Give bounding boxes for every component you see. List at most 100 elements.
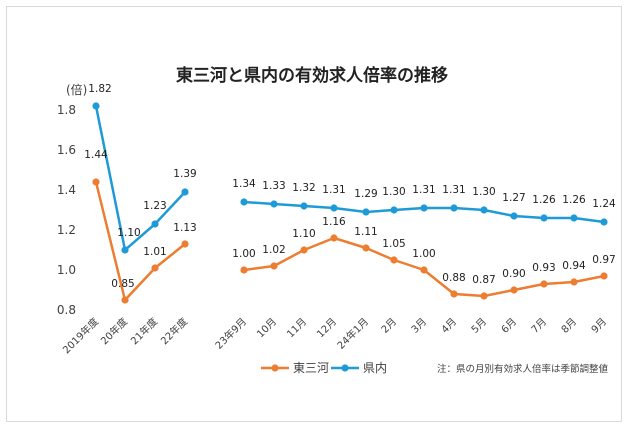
x-tick-label: 23年9月 bbox=[212, 315, 249, 352]
data-point-higashimikawa bbox=[390, 256, 398, 264]
x-tick-label: 20年度 bbox=[98, 315, 130, 347]
y-tick-label: 1.6 bbox=[57, 143, 76, 157]
y-axis-ticks: 0.8 1.0 1.2 1.4 1.6 1.8 bbox=[57, 103, 76, 317]
chart-title: 東三河と県内の有効求人倍率の推移 bbox=[176, 65, 448, 86]
data-point-higashimikawa bbox=[151, 264, 159, 272]
data-label-higashimikawa: 1.02 bbox=[262, 244, 285, 256]
data-point-higashimikawa bbox=[600, 272, 608, 280]
x-tick-label: 2019年度 bbox=[60, 315, 101, 356]
data-label-prefecture: 1.26 bbox=[562, 194, 586, 206]
legend-label-prefecture: 県内 bbox=[363, 361, 387, 375]
x-tick-label: 5月 bbox=[469, 316, 489, 336]
data-point-prefecture bbox=[420, 204, 428, 212]
x-tick-label: 21年度 bbox=[128, 315, 160, 347]
data-point-prefecture bbox=[570, 214, 578, 222]
y-tick-label: 1.4 bbox=[57, 183, 76, 197]
legend-label-higashimikawa: 東三河 bbox=[293, 361, 329, 375]
series-points bbox=[92, 102, 608, 304]
x-tick-label: 11月 bbox=[285, 316, 310, 341]
data-point-higashimikawa bbox=[480, 292, 488, 300]
y-tick-label: 1.0 bbox=[57, 263, 76, 277]
data-label-higashimikawa: 0.97 bbox=[592, 254, 615, 266]
data-label-higashimikawa: 0.87 bbox=[472, 274, 495, 286]
data-point-higashimikawa bbox=[270, 262, 278, 270]
x-tick-label: 22年度 bbox=[158, 315, 190, 347]
data-label-prefecture: 1.30 bbox=[472, 186, 495, 198]
data-point-prefecture bbox=[480, 206, 488, 214]
data-label-higashimikawa: 1.13 bbox=[173, 222, 196, 234]
data-label-prefecture: 1.31 bbox=[412, 184, 435, 196]
data-label-prefecture: 1.32 bbox=[292, 182, 315, 194]
data-label-higashimikawa: 0.85 bbox=[111, 278, 134, 290]
y-tick-label: 1.2 bbox=[57, 223, 76, 237]
data-point-prefecture bbox=[270, 200, 278, 208]
data-point-prefecture bbox=[121, 246, 129, 254]
data-label-higashimikawa: 1.44 bbox=[84, 149, 108, 161]
data-point-prefecture bbox=[540, 214, 548, 222]
series-lines bbox=[94, 105, 605, 302]
data-point-higashimikawa bbox=[510, 286, 518, 294]
chart-frame bbox=[6, 6, 622, 422]
data-label-higashimikawa: 1.10 bbox=[292, 228, 315, 240]
data-point-higashimikawa bbox=[300, 246, 308, 254]
data-point-higashimikawa bbox=[420, 266, 428, 274]
legend-marker-prefecture bbox=[341, 364, 349, 372]
series-line-higashimikawa bbox=[94, 181, 186, 302]
data-point-prefecture bbox=[600, 218, 608, 226]
data-label-higashimikawa: 1.16 bbox=[322, 216, 346, 228]
x-tick-label: 3月 bbox=[409, 316, 429, 336]
data-point-higashimikawa bbox=[92, 178, 100, 186]
data-point-prefecture bbox=[300, 202, 308, 210]
data-label-prefecture: 1.34 bbox=[232, 178, 256, 190]
data-point-prefecture bbox=[92, 102, 100, 110]
data-label-higashimikawa: 1.00 bbox=[232, 248, 255, 260]
x-tick-label: 7月 bbox=[529, 316, 549, 336]
data-label-prefecture: 1.82 bbox=[88, 83, 111, 95]
x-tick-label: 6月 bbox=[499, 316, 519, 336]
data-point-prefecture bbox=[362, 208, 370, 216]
data-label-higashimikawa: 0.93 bbox=[532, 262, 555, 274]
x-tick-label: 8月 bbox=[559, 316, 579, 336]
x-tick-label: 24年1月 bbox=[334, 315, 371, 352]
data-point-prefecture bbox=[181, 188, 189, 196]
data-point-higashimikawa bbox=[240, 266, 248, 274]
data-label-prefecture: 1.24 bbox=[592, 198, 616, 210]
data-point-higashimikawa bbox=[181, 240, 189, 248]
data-point-prefecture bbox=[510, 212, 518, 220]
chart-note: 注：県の月別有効求人倍率は季節調整値 bbox=[437, 363, 609, 375]
data-label-prefecture: 1.31 bbox=[442, 184, 465, 196]
data-point-prefecture bbox=[390, 206, 398, 214]
data-label-higashimikawa: 0.94 bbox=[562, 260, 586, 272]
legend-marker-higashimikawa bbox=[271, 364, 279, 372]
data-label-higashimikawa: 1.11 bbox=[354, 226, 377, 238]
data-label-prefecture: 1.39 bbox=[173, 168, 196, 180]
data-label-higashimikawa: 1.01 bbox=[143, 246, 166, 258]
data-label-higashimikawa: 0.90 bbox=[502, 268, 525, 280]
y-tick-label: 1.8 bbox=[57, 103, 76, 117]
data-label-higashimikawa: 1.05 bbox=[382, 238, 405, 250]
y-axis-unit: (倍) bbox=[66, 82, 87, 97]
data-point-prefecture bbox=[330, 204, 338, 212]
data-label-higashimikawa: 0.88 bbox=[442, 272, 465, 284]
data-label-prefecture: 1.10 bbox=[117, 227, 140, 239]
x-tick-label: 4月 bbox=[439, 316, 459, 336]
data-label-prefecture: 1.33 bbox=[262, 180, 285, 192]
data-label-prefecture: 1.26 bbox=[532, 194, 556, 206]
data-point-higashimikawa bbox=[330, 234, 338, 242]
data-label-higashimikawa: 1.00 bbox=[412, 248, 435, 260]
x-tick-label: 10月 bbox=[255, 316, 280, 341]
data-point-prefecture bbox=[240, 198, 248, 206]
data-point-higashimikawa bbox=[540, 280, 548, 288]
data-point-higashimikawa bbox=[570, 278, 578, 286]
data-label-prefecture: 1.30 bbox=[382, 186, 405, 198]
x-tick-label: 9月 bbox=[589, 316, 609, 336]
y-tick-label: 0.8 bbox=[57, 303, 76, 317]
data-label-prefecture: 1.23 bbox=[143, 200, 166, 212]
data-label-prefecture: 1.31 bbox=[322, 184, 345, 196]
data-point-higashimikawa bbox=[362, 244, 370, 252]
x-tick-label: 2月 bbox=[379, 316, 399, 336]
data-point-higashimikawa bbox=[450, 290, 458, 298]
data-point-higashimikawa bbox=[121, 296, 129, 304]
